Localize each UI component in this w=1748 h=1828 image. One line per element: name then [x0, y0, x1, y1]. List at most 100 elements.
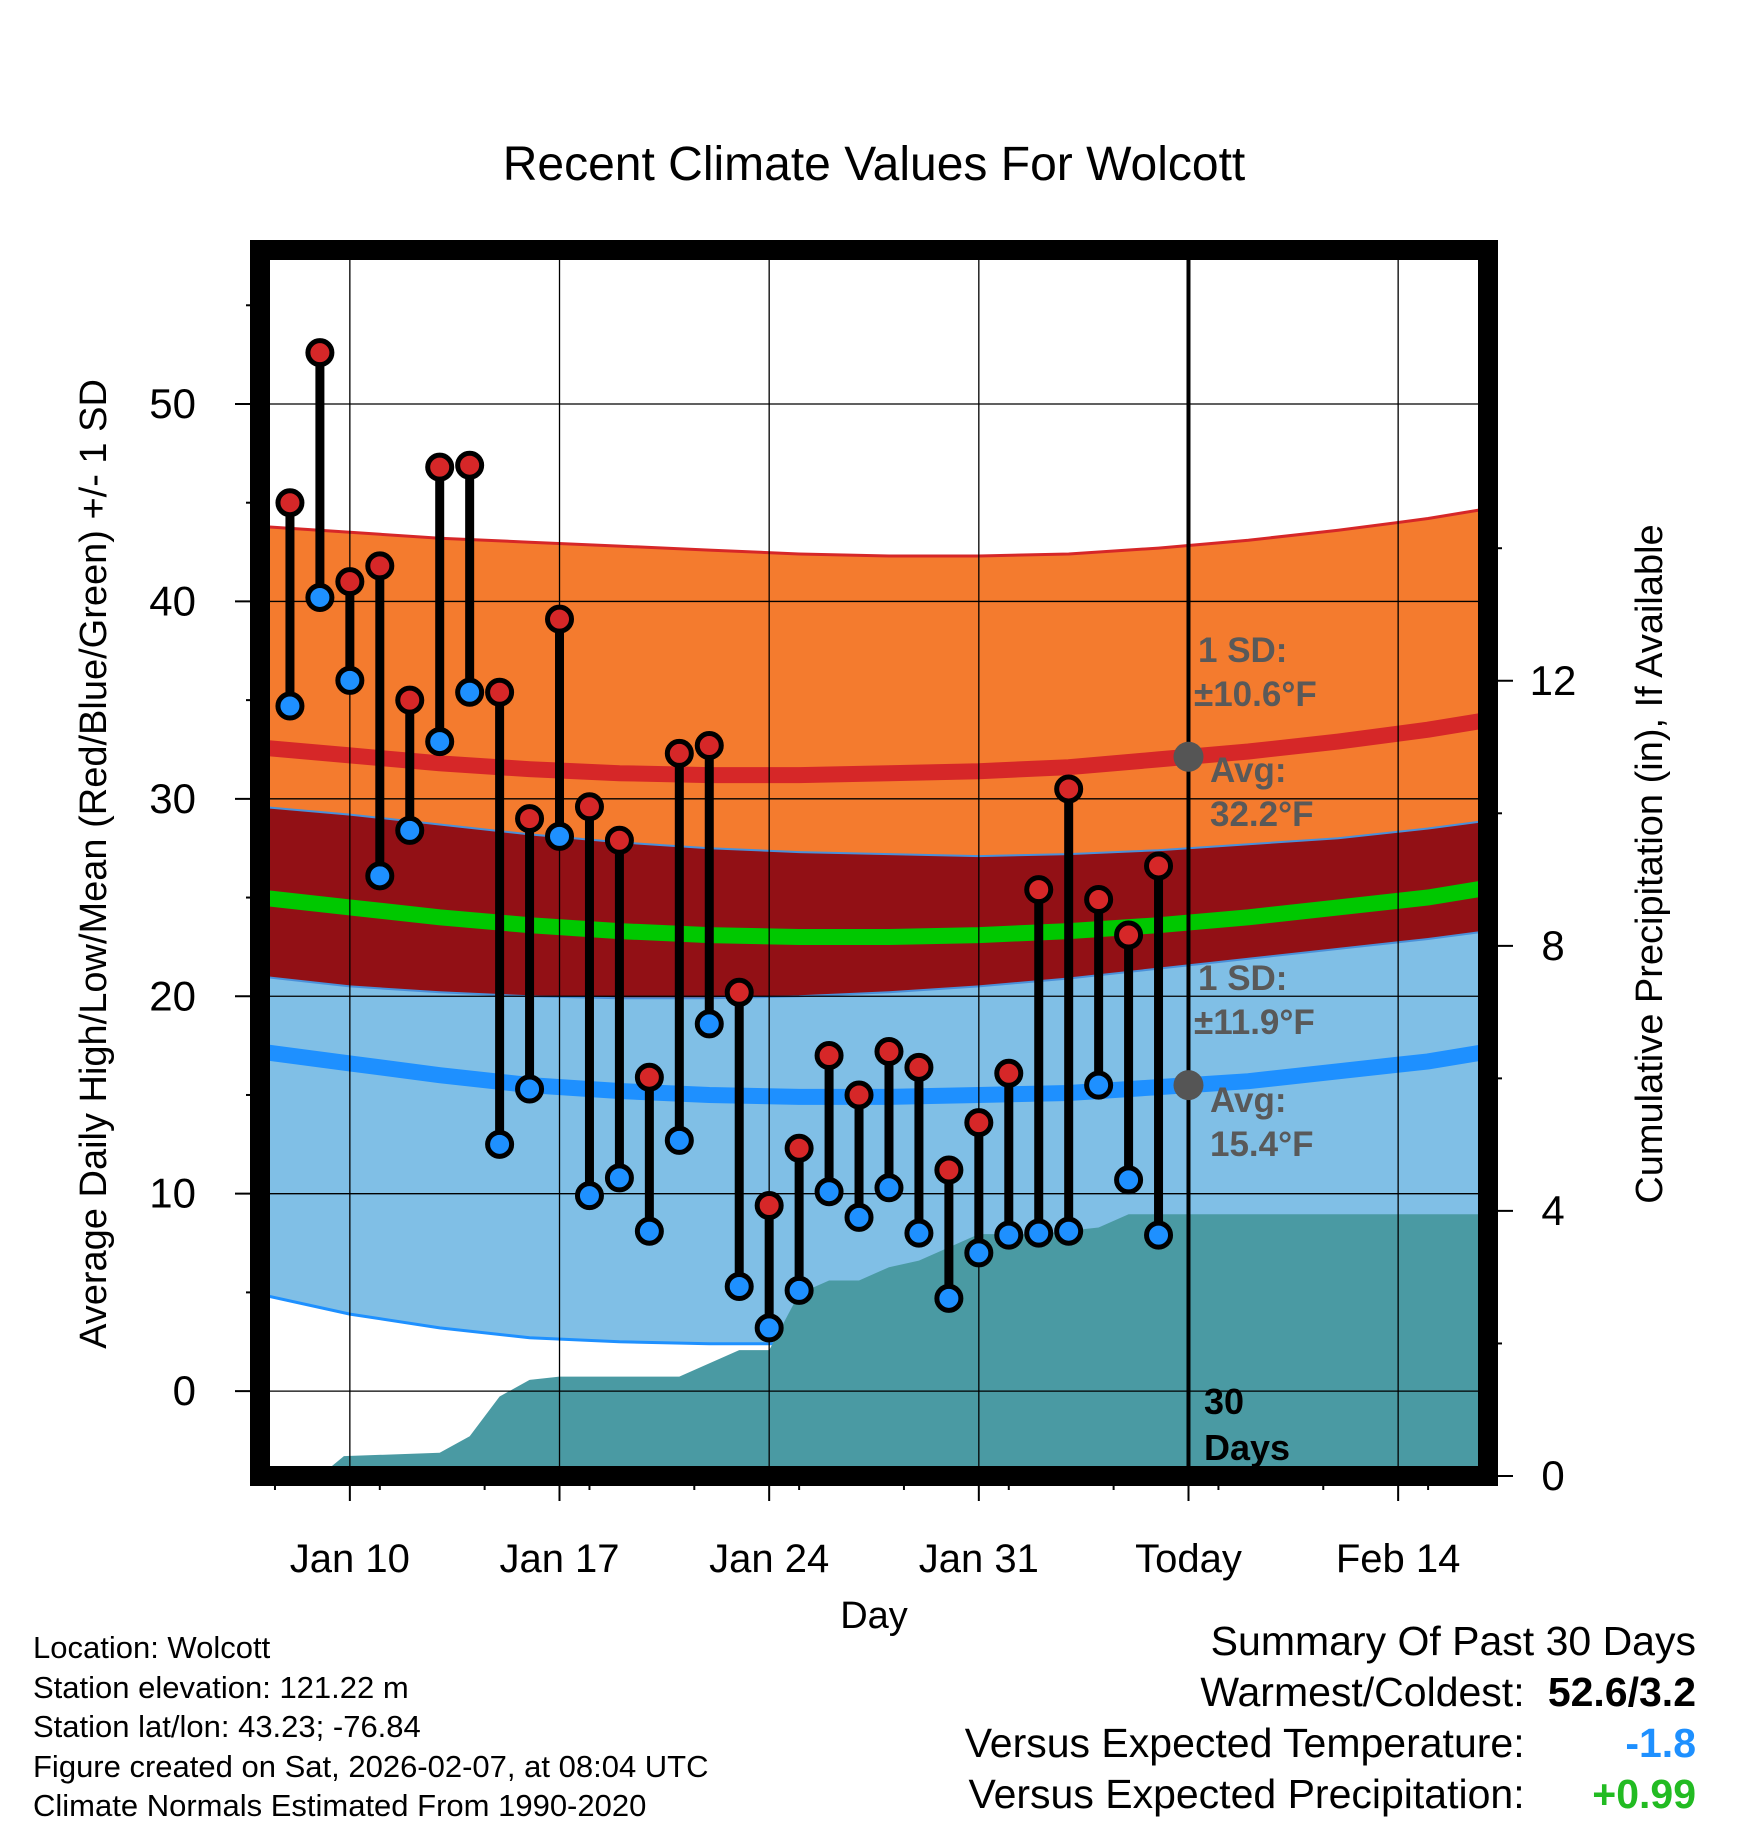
y-tick-label: 30: [149, 775, 196, 822]
created-text: Figure created on Sat, 2026-02-07, at 08…: [33, 1748, 709, 1784]
low-point: [634, 1216, 664, 1246]
warm-cold-row: Warmest/Coldest: 52.6/3.2: [796, 1667, 1696, 1718]
high-sd-label: 1 SD:: [1198, 631, 1287, 670]
summary-title: Summary Of Past 30 Days: [1210, 1618, 1696, 1664]
x-tick-label: Today: [1135, 1537, 1242, 1581]
low-avg-value: 15.4°F: [1210, 1125, 1314, 1164]
low-point: [545, 821, 575, 851]
mean-sd-lower-line: [260, 930, 1488, 1000]
high-point: [335, 567, 365, 597]
high-point: [724, 977, 754, 1007]
high-point: [784, 1133, 814, 1163]
high-point: [874, 1037, 904, 1067]
low-sd-value: ±11.9°F: [1194, 1003, 1315, 1042]
high-point: [455, 450, 485, 480]
low-point: [724, 1271, 754, 1301]
elevation-text: Station elevation: 121.22 m: [33, 1669, 409, 1705]
low-point: [365, 861, 395, 891]
high-point: [425, 452, 455, 482]
high-point: [1114, 920, 1144, 950]
y2-tick-label: 8: [1541, 922, 1564, 969]
high-point: [275, 488, 305, 518]
temp-anomaly-value: -1.8: [1625, 1720, 1696, 1766]
y-axis-label: Average Daily High/Low/Mean (Red/Blue/Gr…: [73, 379, 115, 1349]
low-sd-label: 1 SD:: [1198, 959, 1287, 998]
low-point: [784, 1275, 814, 1305]
low-point: [1114, 1165, 1144, 1195]
warm-cold-label: Warmest/Coldest:: [1200, 1669, 1525, 1715]
temp-label: Versus Expected Temperature:: [964, 1720, 1525, 1766]
x-tick-label: Jan 31: [919, 1537, 1039, 1581]
high-point: [634, 1062, 664, 1092]
low-point: [515, 1074, 545, 1104]
mean-sd-band: [260, 806, 1488, 999]
overlay-layer: 1 SD: ±10.6°F Avg: 32.2°F 1 SD: ±11.9°F Avg: 15…: [1173, 250, 1317, 1476]
y-tick-label: 10: [149, 1170, 196, 1217]
high-sd-value: ±10.6°F: [1194, 675, 1317, 714]
high-point: [1084, 885, 1114, 915]
precip-anomaly-value: +0.99: [1592, 1771, 1696, 1817]
x-tick-label: Jan 10: [290, 1537, 410, 1581]
location-text: Location: Wolcott: [33, 1630, 271, 1665]
y2-tick-label: 12: [1530, 657, 1577, 704]
high-point: [365, 551, 395, 581]
low-point: [994, 1220, 1024, 1250]
high-point: [754, 1191, 784, 1221]
observations-layer: [275, 338, 1174, 1343]
y2-tick-label: 0: [1541, 1452, 1564, 1499]
plot-frame: [250, 240, 1498, 1486]
high-point: [1144, 851, 1174, 881]
normal-high-line: [260, 712, 1488, 784]
low-point: [964, 1238, 994, 1268]
mean-sd-upper-line: [260, 805, 1488, 858]
low-point: [904, 1218, 934, 1248]
high-avg-value: 32.2°F: [1210, 795, 1314, 834]
cumulative-precipitation-area: [260, 1214, 1488, 1476]
chart-title: Recent Climate Values For Wolcott: [503, 138, 1246, 191]
x-tick-label: Jan 17: [499, 1537, 619, 1581]
high-point: [395, 685, 425, 715]
axes-layer: 0 10 20 30 40 50 0 4 8 12 Jan 10 Jan 17 Jan 24 Jan 31…: [149, 304, 1577, 1581]
low-point: [1084, 1070, 1114, 1100]
normal-mean-line: [260, 879, 1488, 945]
x-axis-label: Day: [840, 1595, 908, 1637]
days-count-word: Days: [1204, 1427, 1290, 1468]
precip-row: Versus Expected Precipitation: +0.99: [796, 1769, 1697, 1820]
high-point: [1024, 875, 1054, 905]
summary-panel: Summary Of Past 30 Days Warmest/Coldest:…: [796, 1616, 1696, 1820]
low-point: [814, 1177, 844, 1207]
low-point: [934, 1283, 964, 1313]
low-point: [305, 582, 335, 612]
y-tick-label: 20: [149, 972, 196, 1019]
low-avg-label: Avg:: [1210, 1081, 1286, 1120]
low-point: [1054, 1216, 1084, 1246]
low-point: [425, 727, 455, 757]
low-point: [574, 1181, 604, 1211]
station-info: Location: Wolcott Station elevation: 121…: [33, 1628, 709, 1826]
high-point: [604, 825, 634, 855]
low-point: [844, 1202, 874, 1232]
high-point: [305, 338, 335, 368]
high-point: [1054, 774, 1084, 804]
x-tick-label: Feb 14: [1336, 1537, 1461, 1581]
low-point: [874, 1173, 904, 1203]
y-tick-label: 0: [173, 1367, 196, 1414]
x-tick-label: Jan 24: [709, 1537, 829, 1581]
low-point: [485, 1129, 515, 1159]
latlon-text: Station lat/lon: 43.23; -76.84: [33, 1709, 421, 1744]
normals-text: Climate Normals Estimated From 1990-2020: [33, 1788, 647, 1823]
today-low-avg-marker: [1173, 1070, 1204, 1101]
high-point: [844, 1080, 874, 1110]
y2-axis-label: Cumulative Precipitation (in), If Availa…: [1629, 524, 1671, 1203]
low-point: [335, 665, 365, 695]
low-point: [275, 691, 305, 721]
high-point: [574, 792, 604, 822]
low-point: [395, 815, 425, 845]
low-point: [664, 1125, 694, 1155]
high-point: [664, 738, 694, 768]
today-high-avg-marker: [1173, 741, 1204, 772]
low-point: [1024, 1218, 1054, 1248]
high-point: [485, 677, 515, 707]
high-point: [964, 1108, 994, 1138]
